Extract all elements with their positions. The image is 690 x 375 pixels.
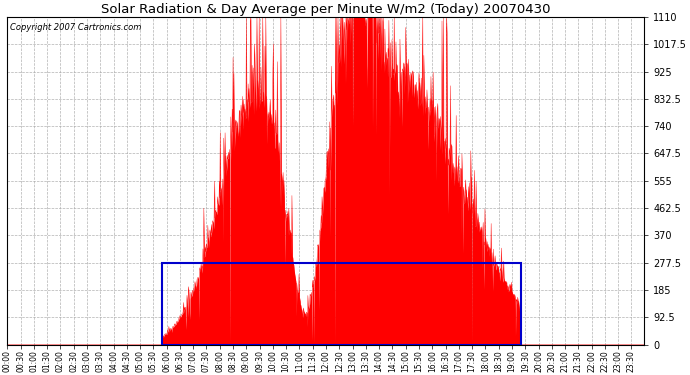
Bar [162,263,521,345]
Text: Copyright 2007 Cartronics.com: Copyright 2007 Cartronics.com [10,24,142,33]
Title: Solar Radiation & Day Average per Minute W/m2 (Today) 20070430: Solar Radiation & Day Average per Minute… [101,3,551,16]
